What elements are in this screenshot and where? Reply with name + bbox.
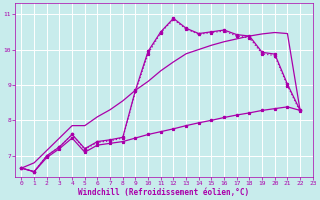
X-axis label: Windchill (Refroidissement éolien,°C): Windchill (Refroidissement éolien,°C) <box>78 188 250 197</box>
